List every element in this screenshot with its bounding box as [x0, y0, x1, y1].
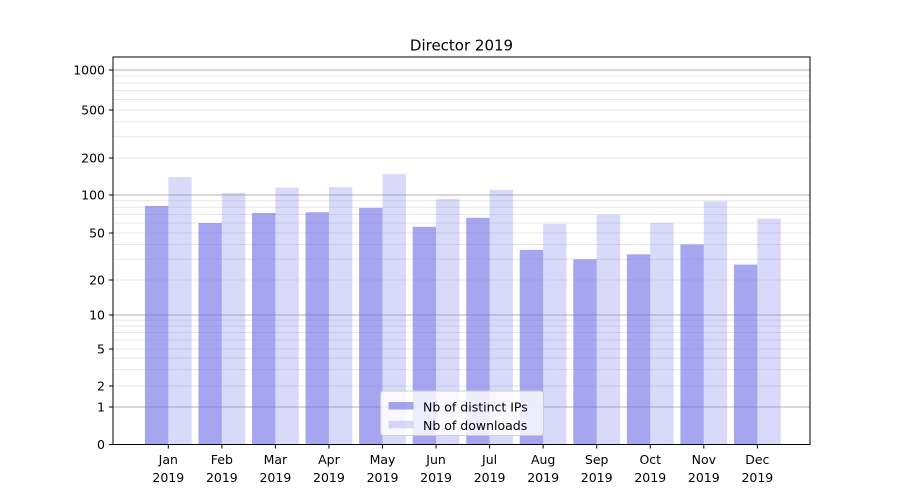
x-tick-label-month: Nov	[692, 452, 717, 467]
x-tick-label-year: 2019	[688, 470, 720, 485]
bar-downloads	[596, 214, 621, 445]
bar-downloads	[650, 223, 674, 445]
bar-distinct-ips	[573, 259, 597, 445]
chart-title: Director 2019	[410, 37, 513, 55]
x-tick-label-month: Aug	[531, 452, 555, 467]
x-tick-label-month: Mar	[264, 452, 288, 467]
bar-distinct-ips	[466, 217, 490, 445]
y-tick-label: 5	[97, 341, 105, 356]
y-tick-label: 50	[89, 225, 105, 240]
x-tick-label-year: 2019	[367, 470, 399, 485]
bar-distinct-ips	[733, 264, 758, 445]
x-tick-label-month: Feb	[211, 452, 233, 467]
bar-distinct-ips	[680, 244, 704, 445]
bar-downloads	[543, 223, 567, 445]
x-tick-label-month: Oct	[639, 452, 661, 467]
bar-downloads	[382, 174, 406, 445]
bar-distinct-ips	[198, 223, 222, 445]
bar-distinct-ips	[144, 205, 169, 445]
bar-distinct-ips	[305, 212, 329, 445]
y-tick-label: 500	[81, 102, 105, 117]
axes-layer: 0 1 2 5 10 20 50 100 200 500 1000 Jan 2019 Feb 2019 Mar…	[73, 62, 773, 485]
bar-downloads	[757, 218, 781, 445]
legend-label-downloads: Nb of downloads	[423, 418, 527, 433]
x-tick-label-year: 2019	[581, 470, 613, 485]
y-tick-label: 100	[81, 187, 105, 202]
x-tick-label-month: Sep	[585, 452, 609, 467]
x-tick-label-month: Dec	[745, 452, 769, 467]
x-tick-label-month: Jan	[158, 452, 178, 467]
bar-distinct-ips	[626, 254, 651, 445]
y-tick-label: 2	[97, 378, 105, 393]
bars-layer	[144, 174, 781, 445]
x-tick-label-year: 2019	[259, 470, 291, 485]
legend: Nb of distinct IPs Nb of downloads	[380, 390, 544, 436]
x-tick-label-year: 2019	[313, 470, 345, 485]
x-tick-label-year: 2019	[152, 470, 184, 485]
x-tick-label-year: 2019	[634, 470, 666, 485]
bar-downloads	[436, 198, 460, 445]
y-tick-label: 1	[97, 399, 105, 414]
y-tick-label: 200	[81, 150, 105, 165]
y-tick-label: 1000	[73, 62, 105, 77]
bar-distinct-ips	[252, 213, 276, 445]
x-tick-label-year: 2019	[420, 470, 452, 485]
x-tick-label-year: 2019	[206, 470, 238, 485]
y-tick-label: 0	[97, 437, 105, 452]
bar-downloads	[275, 187, 299, 445]
plot-border	[112, 56, 811, 445]
legend-swatch-downloads	[388, 420, 414, 429]
bar-downloads	[328, 187, 353, 445]
bar-downloads	[168, 177, 192, 445]
x-tick-label-year: 2019	[474, 470, 506, 485]
legend-label-distinct-ips: Nb of distinct IPs	[423, 400, 528, 415]
bar-downloads	[221, 192, 246, 445]
legend-swatch-distinct-ips	[388, 402, 414, 410]
bar-downloads	[703, 201, 728, 445]
x-tick-label-year: 2019	[741, 470, 773, 485]
bar-downloads	[489, 189, 513, 445]
x-tick-label-year: 2019	[527, 470, 559, 485]
x-tick-label-month: Apr	[318, 452, 340, 467]
bar-distinct-ips	[412, 226, 437, 445]
y-tick-label: 20	[89, 272, 105, 287]
legend-box	[380, 390, 544, 436]
x-tick-label-month: May	[370, 452, 396, 467]
y-tick-label: 10	[89, 307, 105, 322]
x-tick-label-month: Jul	[481, 452, 497, 467]
bar-distinct-ips	[359, 207, 383, 445]
x-tick-label-month: Jun	[425, 452, 446, 467]
